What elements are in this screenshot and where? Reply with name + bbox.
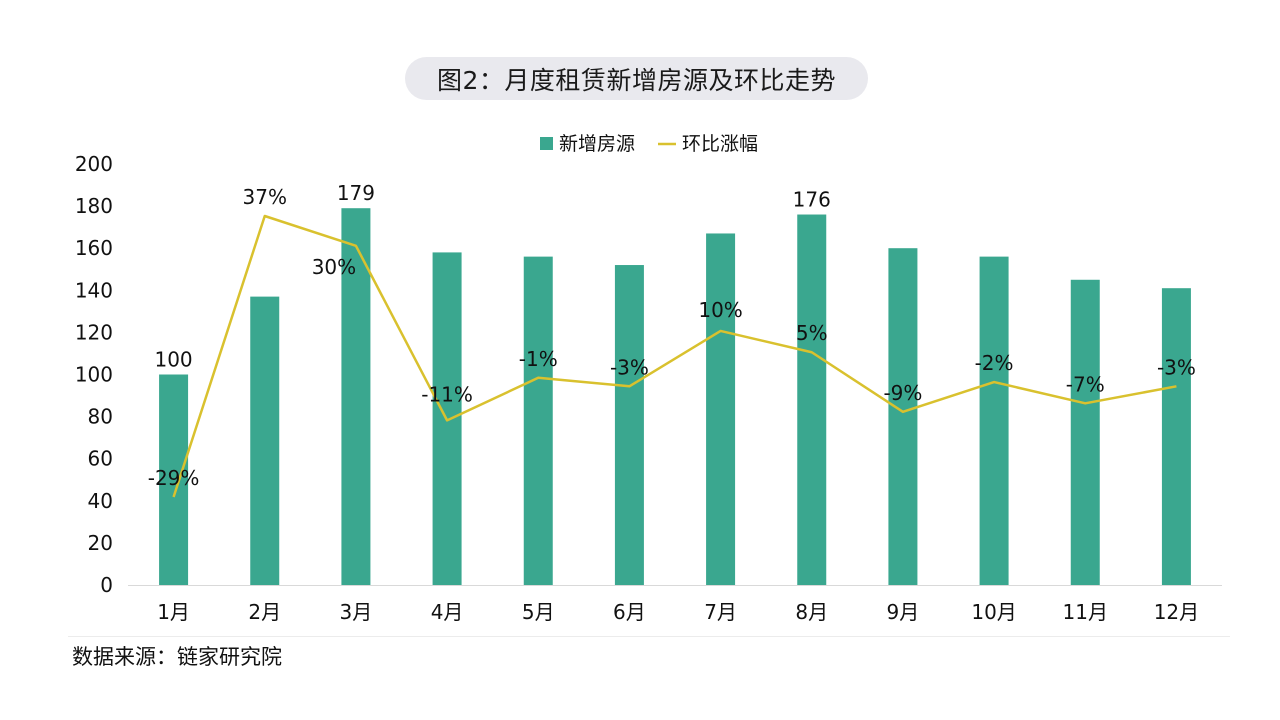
y-tick-label: 200	[75, 152, 113, 176]
bar	[979, 256, 1009, 585]
data-labels: 100 179 176 -29% 37% 30% -11% -1% -3% 10% 5% -9% -2%…	[148, 181, 1196, 490]
y-tick-label: 160	[75, 236, 113, 260]
y-tick-label: 0	[100, 573, 113, 597]
line-data-label: 37%	[243, 185, 287, 209]
y-tick-label: 20	[88, 531, 113, 555]
bar	[523, 256, 553, 585]
line-data-label: 30%	[312, 255, 356, 279]
bar	[614, 265, 644, 585]
x-tick-label: 12月	[1154, 600, 1199, 624]
line-data-label: -11%	[421, 382, 473, 406]
y-axis: 0 20 40 60 80 100 120 140 160 180 200	[75, 152, 113, 597]
x-tick-label: 8月	[795, 600, 828, 624]
bar-data-label: 100	[154, 348, 192, 372]
line-series	[172, 214, 1177, 498]
line-data-label: -3%	[610, 355, 649, 379]
bar-data-label: 176	[793, 188, 831, 212]
y-tick-label: 120	[75, 320, 113, 344]
legend-label-bar: 新增房源	[559, 133, 635, 155]
x-tick-label: 9月	[887, 600, 920, 624]
line-data-label: -2%	[975, 351, 1014, 375]
bar	[159, 374, 189, 585]
bar-series	[159, 208, 1191, 585]
legend: 新增房源 环比涨幅	[540, 133, 758, 155]
x-tick-label: 7月	[704, 600, 737, 624]
bar	[797, 214, 827, 585]
bar	[1070, 279, 1100, 585]
x-tick-label: 11月	[1063, 600, 1108, 624]
x-tick-label: 4月	[431, 600, 464, 624]
x-tick-label: 10月	[971, 600, 1016, 624]
line-data-label: -1%	[519, 347, 558, 371]
line-data-label: -29%	[148, 466, 200, 490]
x-tick-label: 1月	[157, 600, 190, 624]
y-tick-label: 100	[75, 363, 113, 387]
line-data-label: -9%	[883, 381, 922, 405]
chart-title: 图2：月度租赁新增房源及环比走势	[405, 57, 868, 100]
bar	[888, 248, 918, 585]
line-data-label: 5%	[796, 321, 828, 345]
y-tick-label: 40	[88, 489, 113, 513]
bar	[341, 208, 371, 585]
y-tick-label: 180	[75, 194, 113, 218]
x-tick-label: 2月	[248, 600, 281, 624]
bar	[250, 296, 280, 585]
y-tick-label: 80	[88, 405, 113, 429]
source-note: 数据来源：链家研究院	[72, 645, 282, 669]
bar-data-label: 179	[337, 181, 375, 205]
bar	[706, 233, 736, 585]
y-tick-label: 60	[88, 447, 113, 471]
x-tick-label: 3月	[340, 600, 373, 624]
line-data-label: 10%	[698, 298, 742, 322]
legend-label-line: 环比涨幅	[682, 133, 758, 155]
bar	[1161, 288, 1191, 585]
legend-swatch-bar	[540, 137, 553, 150]
y-tick-label: 140	[75, 278, 113, 302]
x-tick-label: 6月	[613, 600, 646, 624]
line-data-label: -3%	[1157, 355, 1196, 379]
line-path	[172, 214, 1177, 498]
source-divider	[68, 636, 1230, 637]
line-data-label: -7%	[1066, 372, 1105, 396]
x-tick-label: 5月	[522, 600, 555, 624]
x-axis: 1月 2月 3月 4月 5月 6月 7月 8月 9月 10月 11月 12月	[128, 585, 1222, 624]
